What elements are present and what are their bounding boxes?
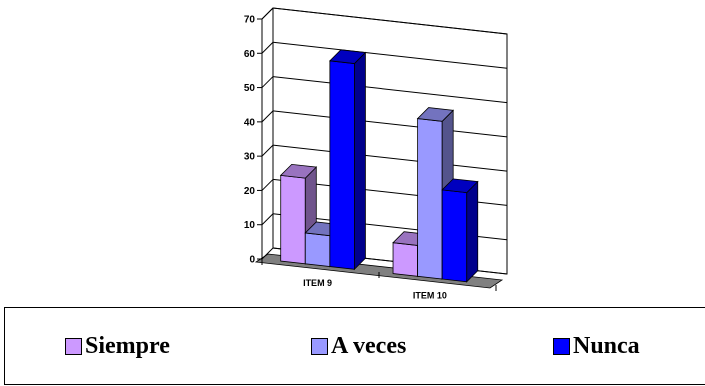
chart-bars — [279, 49, 479, 283]
bar-top-face — [279, 163, 318, 179]
y-axis-top-edge — [261, 7, 274, 20]
x-category-label: ITEM 10 — [413, 291, 447, 300]
legend-swatch-a-veces — [311, 337, 328, 355]
gridline-side — [261, 179, 274, 191]
legend-item-nunca: Nunca — [553, 334, 640, 358]
legend-item-siempre: Siempre — [65, 334, 170, 358]
gridline-side — [261, 213, 274, 226]
y-tick-label: 30 — [244, 152, 256, 163]
bar-nunca-item-9 — [328, 49, 367, 271]
y-tick-label: 40 — [244, 117, 256, 128]
gridline — [272, 144, 508, 172]
gridline-side — [261, 247, 274, 260]
gridline — [272, 41, 508, 69]
bar-front-face — [417, 118, 443, 280]
gridline-side — [261, 110, 274, 123]
legend-label-a-veces: A veces — [331, 333, 407, 359]
legend-item-a-veces: A veces — [311, 334, 406, 358]
gridline-side — [261, 41, 274, 54]
y-axis-ticks: 0 10 20 30 40 50 60 70 — [244, 7, 274, 266]
gridline-side — [261, 144, 274, 157]
y-tick-label: 0 — [249, 255, 255, 266]
bar-front-face — [329, 60, 355, 270]
bar-front-face — [280, 174, 306, 265]
y-tick-label: 60 — [244, 49, 256, 60]
legend-swatch-siempre — [65, 337, 82, 355]
legend-label-siempre: Siempre — [85, 333, 170, 359]
chart-legend: Siempre A veces Nunca — [4, 307, 705, 385]
bar-side-face — [354, 51, 366, 271]
legend-swatch-nunca — [553, 337, 570, 355]
bar-nunca-item-10 — [441, 178, 479, 283]
gridline-side — [261, 76, 274, 88]
gridline — [272, 76, 508, 104]
y-tick-label: 50 — [244, 83, 256, 94]
y-tick-label: 20 — [244, 186, 256, 197]
bar-chart-3d: 0 10 20 30 40 50 60 70 ITEM 9 ITEM 10 — [244, 7, 508, 300]
bar-side-face — [466, 180, 479, 283]
bar-top-face — [441, 178, 479, 194]
bar-front-face — [441, 189, 468, 283]
bar-front-face — [304, 232, 331, 267]
bar-top-face — [416, 107, 455, 122]
x-category-label: ITEM 9 — [303, 278, 332, 288]
x-axis-labels: ITEM 9 ITEM 10 — [261, 259, 497, 300]
y-tick-label: 70 — [244, 15, 256, 26]
legend-label-nunca: Nunca — [573, 333, 640, 359]
y-tick-label: 10 — [244, 220, 256, 231]
gridline — [272, 7, 508, 35]
bar-front-face — [392, 242, 419, 277]
bar-top-face — [328, 49, 367, 64]
gridline — [272, 110, 508, 138]
